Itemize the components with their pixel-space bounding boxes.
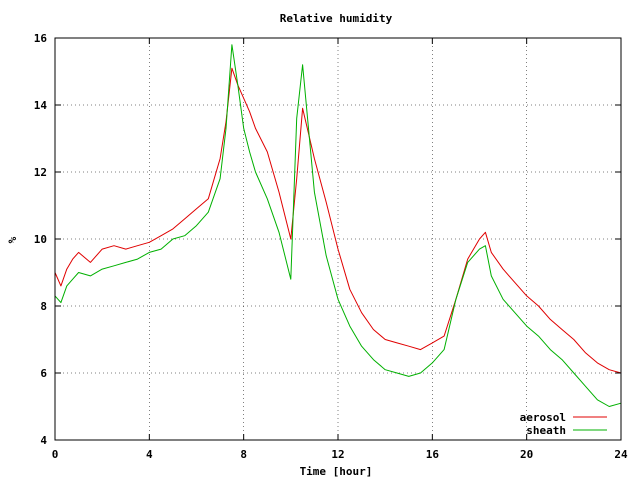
y-axis-label: % [6,236,19,243]
x-axis-label: Time [hour] [300,465,373,478]
y-tick-label: 10 [34,233,47,246]
legend-label-aerosol: aerosol [520,411,566,424]
y-tick-label: 4 [40,434,47,447]
y-tick-label: 14 [34,99,48,112]
x-tick-label: 8 [240,448,247,461]
y-tick-label: 8 [40,300,47,313]
x-tick-label: 20 [520,448,533,461]
y-tick-label: 16 [34,32,48,45]
series-group [54,44,622,407]
x-tick-label: 0 [52,448,59,461]
x-tick-label: 16 [426,448,440,461]
chart-title: Relative humidity [280,12,393,25]
x-tick-label: 4 [146,448,153,461]
y-tick-label: 12 [34,166,47,179]
x-tick-label: 24 [614,448,628,461]
x-tick-label: 12 [331,448,344,461]
series-line-aerosol [54,67,622,374]
grid [55,38,621,440]
series-line-sheath [54,44,622,407]
legend-label-sheath: sheath [526,424,566,437]
y-tick-label: 6 [40,367,47,380]
ticks [54,37,622,441]
